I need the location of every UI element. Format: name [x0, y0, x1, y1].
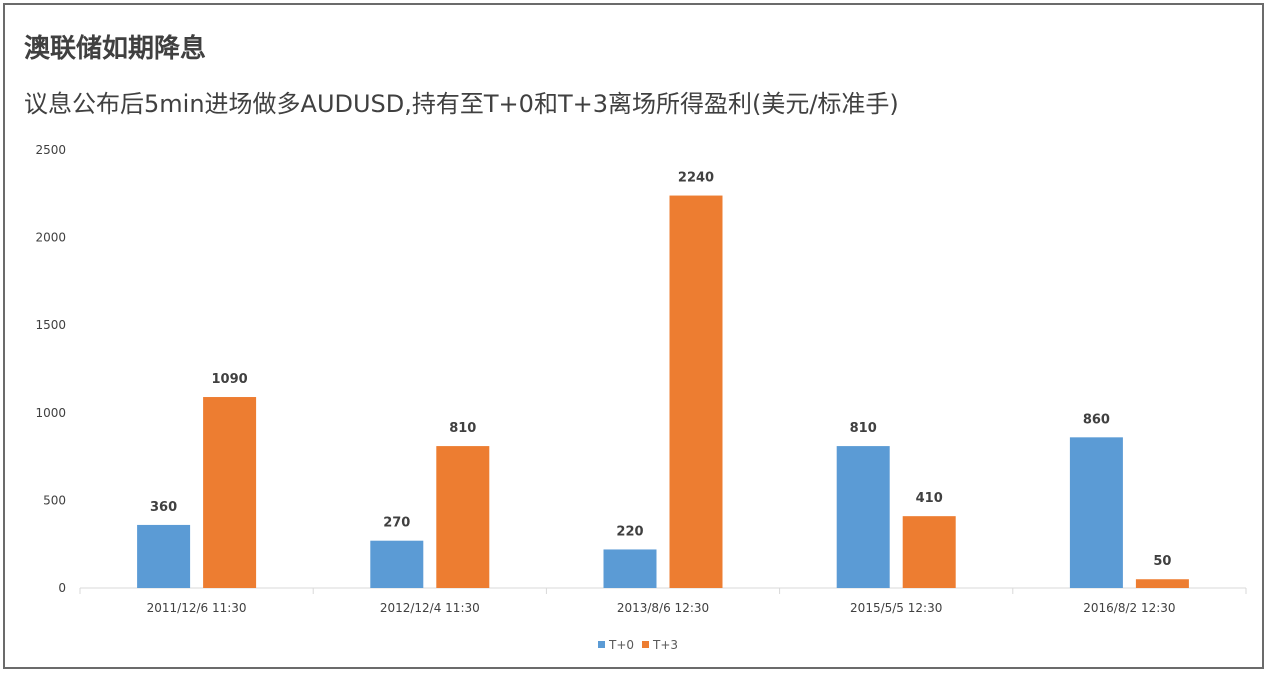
- x-axis: [79, 587, 1247, 594]
- data-label-T+3-2: 2240: [678, 171, 714, 186]
- bar-T+3-3: [902, 516, 956, 588]
- x-tick-label-2: 2013/8/6 12:30: [617, 601, 709, 615]
- data-label-T+3-0: 1090: [212, 372, 248, 387]
- data-label-T+0-4: 860: [1083, 412, 1110, 427]
- chart-title: 澳联储如期降息: [24, 34, 207, 64]
- x-tick-label-0: 2011/12/6 11:30: [147, 601, 247, 615]
- x-tick-label-3: 2015/5/5 12:30: [850, 601, 942, 615]
- bar-T+3-4: [1135, 579, 1189, 588]
- bars: [137, 195, 1189, 588]
- x-axis-labels: 2011/12/6 11:30 2012/12/4 11:30 2013/8/6 1…: [147, 601, 1176, 615]
- bar-T+3-0: [203, 397, 257, 588]
- bar-T+0-0: [137, 524, 191, 588]
- chart-subtitle: 议息公布后5min进场做多AUDUSD,持有至T+0和T+3离场所得盈利(美元/…: [24, 90, 899, 118]
- bar-T+0-2: [603, 549, 657, 588]
- x-tick-label-1: 2012/12/4 11:30: [380, 601, 480, 615]
- data-label-T+0-2: 220: [616, 524, 643, 539]
- legend-label-T+3: T+3: [652, 638, 678, 652]
- legend-label-T+0: T+0: [608, 638, 634, 652]
- data-label-T+3-3: 410: [916, 491, 943, 506]
- y-axis-labels: 0 500 1000 1500 2000 2500: [35, 143, 66, 595]
- data-labels: 360 1090 270 810 220 2240 810 410 860 50: [150, 171, 1171, 570]
- data-label-T+0-3: 810: [850, 421, 877, 436]
- data-label-T+0-1: 270: [383, 516, 410, 531]
- bar-T+0-1: [370, 540, 424, 588]
- legend-swatch-T+0: [598, 641, 605, 648]
- x-tick-label-4: 2016/8/2 12:30: [1083, 601, 1175, 615]
- bar-T+0-4: [1069, 437, 1123, 588]
- bar-T+0-3: [836, 446, 890, 588]
- data-label-T+3-1: 810: [449, 421, 476, 436]
- y-tick-label-1: 500: [43, 493, 66, 507]
- legend: T+0 T+3: [598, 638, 678, 652]
- y-tick-label-4: 2000: [35, 231, 66, 245]
- data-label-T+0-0: 360: [150, 500, 177, 515]
- bar-T+3-1: [436, 446, 490, 588]
- legend-swatch-T+3: [642, 641, 649, 648]
- y-tick-label-3: 1500: [35, 318, 66, 332]
- data-label-T+3-4: 50: [1153, 554, 1171, 569]
- y-tick-label-2: 1000: [35, 406, 66, 420]
- y-tick-label-0: 0: [58, 581, 66, 595]
- bar-T+3-2: [669, 195, 723, 588]
- y-tick-label-5: 2500: [35, 143, 66, 157]
